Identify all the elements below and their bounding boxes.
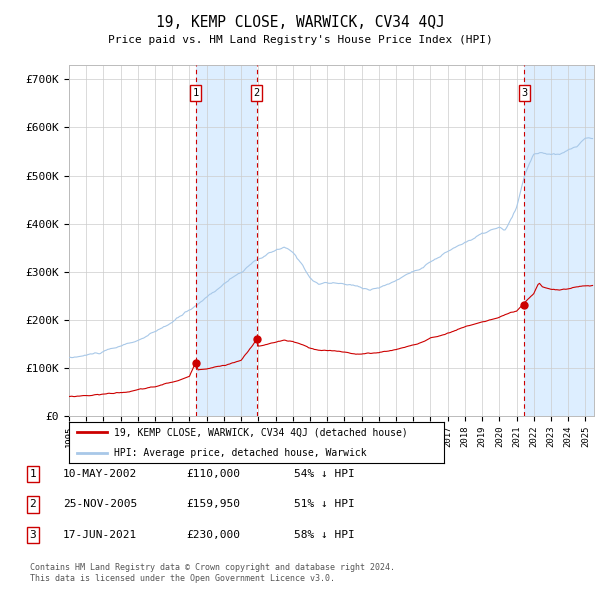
Text: Contains HM Land Registry data © Crown copyright and database right 2024.: Contains HM Land Registry data © Crown c…	[30, 563, 395, 572]
Bar	[196, 65, 257, 416]
Text: This data is licensed under the Open Government Licence v3.0.: This data is licensed under the Open Gov…	[30, 574, 335, 583]
Text: 3: 3	[521, 88, 527, 98]
Text: 17-JUN-2021: 17-JUN-2021	[63, 530, 137, 540]
Text: 10-MAY-2002: 10-MAY-2002	[63, 469, 137, 478]
Text: HPI: Average price, detached house, Warwick: HPI: Average price, detached house, Warw…	[114, 448, 367, 458]
Text: 1: 1	[193, 88, 199, 98]
Bar	[524, 65, 594, 416]
Text: 2: 2	[253, 88, 260, 98]
Text: 51% ↓ HPI: 51% ↓ HPI	[294, 500, 355, 509]
Text: 2: 2	[29, 500, 37, 509]
Text: 3: 3	[29, 530, 37, 540]
Text: 54% ↓ HPI: 54% ↓ HPI	[294, 469, 355, 478]
Text: Price paid vs. HM Land Registry's House Price Index (HPI): Price paid vs. HM Land Registry's House …	[107, 35, 493, 45]
Text: 25-NOV-2005: 25-NOV-2005	[63, 500, 137, 509]
Text: £230,000: £230,000	[186, 530, 240, 540]
Text: 1: 1	[29, 469, 37, 478]
Text: 19, KEMP CLOSE, WARWICK, CV34 4QJ (detached house): 19, KEMP CLOSE, WARWICK, CV34 4QJ (detac…	[114, 427, 408, 437]
Text: 58% ↓ HPI: 58% ↓ HPI	[294, 530, 355, 540]
Text: £110,000: £110,000	[186, 469, 240, 478]
Text: 19, KEMP CLOSE, WARWICK, CV34 4QJ: 19, KEMP CLOSE, WARWICK, CV34 4QJ	[155, 15, 445, 30]
Text: £159,950: £159,950	[186, 500, 240, 509]
